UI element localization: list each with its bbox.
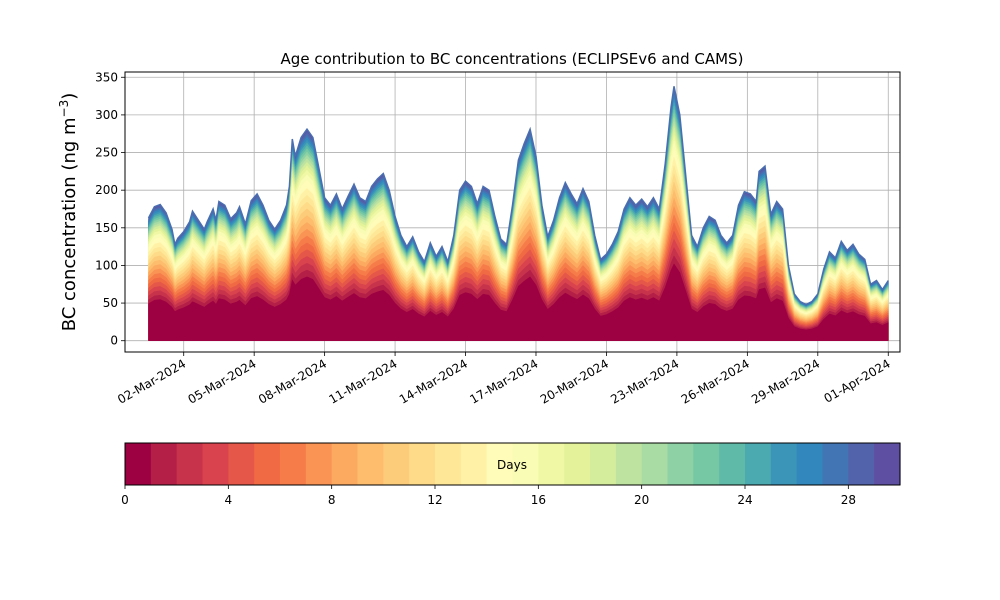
colorbar-swatch-28 [848,443,875,485]
colorbar-swatch-18 [590,443,617,485]
colorbar-tick-label: 16 [531,493,546,507]
y-tick-label: 100 [95,258,118,272]
colorbar-swatches [125,443,901,485]
colorbar-swatch-15 [512,443,539,485]
y-tick-label: 150 [95,221,118,235]
colorbar-swatch-23 [719,443,746,485]
colorbar-swatch-2 [176,443,204,485]
colorbar-swatch-7 [305,443,333,485]
colorbar-swatch-26 [796,443,824,485]
colorbar-swatch-13 [460,443,488,485]
chart-title: Age contribution to BC concentrations (E… [281,50,744,68]
colorbar-tick-label: 4 [225,493,233,507]
colorbar-swatch-22 [693,443,720,485]
colorbar-swatch-29 [874,443,901,485]
colorbar-swatch-3 [202,443,229,485]
colorbar-swatch-19 [615,443,643,485]
colorbar-swatch-5 [254,443,281,485]
colorbar-swatch-4 [228,443,255,485]
colorbar-ticks: 0 4 8 12 16 20 24 28 [121,485,856,507]
colorbar-swatch-9 [357,443,384,485]
y-axis-label: BC concentration (ng m−3) [57,93,80,332]
colorbar-tick-label: 0 [121,493,129,507]
colorbar-tick-label: 20 [634,493,649,507]
colorbar-tick-label: 24 [737,493,752,507]
colorbar-swatch-11 [409,443,436,485]
colorbar-swatch-17 [564,443,591,485]
plot-frame [124,71,901,353]
colorbar-tick-label: 12 [427,493,442,507]
colorbar-swatch-12 [435,443,462,485]
colorbar-swatch-24 [745,443,772,485]
colorbar-swatch-8 [331,443,359,485]
age-band-0 [148,263,889,341]
y-tick-label: 250 [95,146,118,160]
colorbar-swatch-10 [383,443,410,485]
y-tick-label: 0 [110,334,118,348]
colorbar-tick-label: 28 [841,493,856,507]
y-tick-label: 300 [95,108,118,122]
colorbar-swatch-21 [667,443,694,485]
y-tick-label: 200 [95,183,118,197]
colorbar-swatch-27 [822,443,849,485]
colorbar-tick-label: 8 [328,493,336,507]
colorbar-swatch-0 [125,443,152,485]
colorbar-swatch-16 [538,443,565,485]
y-axis-label-close: ) [59,93,80,100]
colorbar-label: Days [497,458,527,472]
total-concentration-line [147,86,889,306]
age-contribution-bands [147,86,889,341]
colorbar: 0 4 8 12 16 20 24 28 Days [121,442,901,507]
colorbar-swatch-6 [280,443,307,485]
y-tick-label: 50 [103,296,118,310]
y-axis-label-main: BC concentration (ng m [59,117,80,331]
colorbar-swatch-1 [150,443,178,485]
colorbar-swatch-20 [641,443,669,485]
colorbar-swatch-14 [486,443,514,485]
y-tick-label: 350 [95,70,118,84]
colorbar-swatch-25 [770,443,798,485]
y-axis-label-exponent: −3 [57,100,71,118]
colorbar-frame [124,442,901,486]
